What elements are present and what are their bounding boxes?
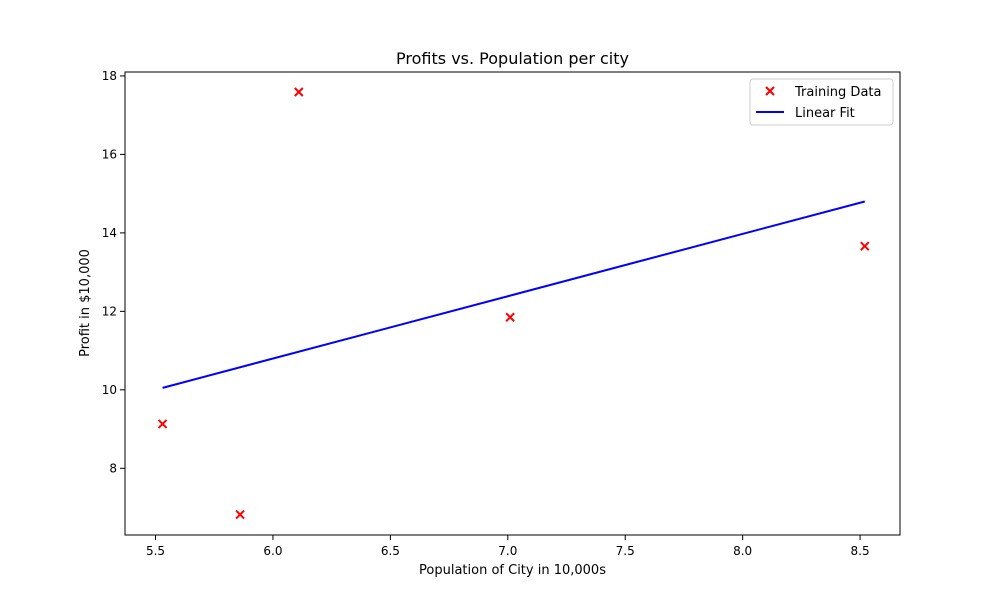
x-tick-label: 6.5 [381, 544, 400, 558]
legend-item: Training Data [765, 85, 881, 100]
training-data-point [235, 509, 245, 520]
training-data-marker-stroke [294, 87, 304, 97]
axes-frame [124, 71, 901, 536]
x-tick-label: 5.5 [146, 544, 165, 558]
training-data-point [157, 419, 168, 429]
legend: Training Data Linear Fit [749, 78, 894, 126]
legend-item: Linear Fit [756, 106, 855, 121]
x-tick-label: 8.5 [851, 544, 870, 558]
training-data-marker-stroke [235, 509, 245, 520]
y-tick-label: 12 [102, 304, 117, 318]
plot-area: 5.5 6.0 6.5 7.0 7.5 8.0 8.5 8 10 12 14 16 18 [102, 69, 901, 558]
training-data-point [294, 87, 304, 97]
y-tick-label: 16 [102, 147, 117, 161]
chart-title: Profits vs. Population per city [396, 49, 629, 68]
x-tick-label: 7.0 [498, 544, 517, 558]
training-data-point [860, 241, 870, 251]
y-tick-label: 18 [102, 69, 117, 83]
legend-marker-stroke [765, 86, 775, 96]
training-data-point [505, 312, 515, 322]
x-tick-label: 6.0 [263, 544, 282, 558]
training-data-marker-stroke [505, 312, 515, 322]
training-data-marker-stroke [860, 241, 870, 251]
x-axis-label: Population of City in 10,000s [419, 563, 606, 578]
y-axis-label: Profit in $10,000 [78, 249, 93, 357]
legend-box [749, 78, 894, 126]
linear-fit-line [162, 200, 866, 389]
y-tick-label: 8 [109, 461, 117, 475]
legend-label: Training Data [794, 85, 881, 100]
training-data-marker-stroke [157, 419, 168, 429]
legend-label: Linear Fit [795, 106, 855, 121]
y-tick-label: 14 [102, 226, 117, 240]
x-tick-label: 7.5 [616, 544, 635, 558]
x-tick-label: 8.0 [733, 544, 752, 558]
y-tick-label: 10 [102, 383, 117, 397]
